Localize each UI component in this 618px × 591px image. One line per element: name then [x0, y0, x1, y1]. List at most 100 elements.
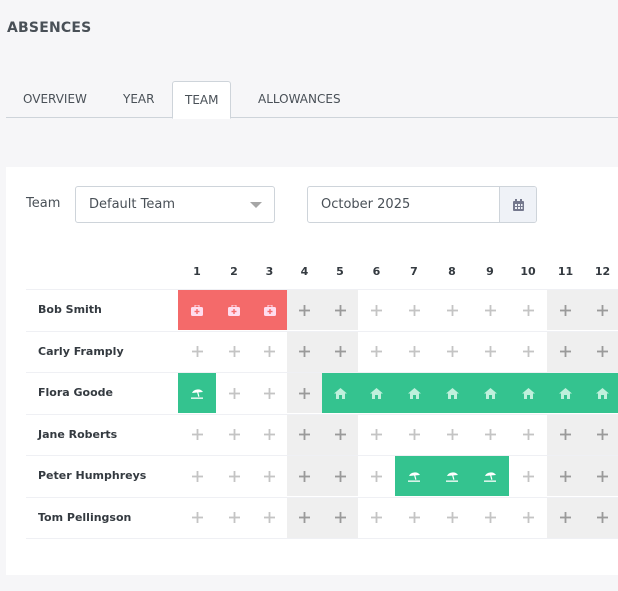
plus-icon — [191, 346, 203, 357]
day-cell[interactable] — [216, 332, 252, 372]
day-cell[interactable] — [287, 456, 322, 496]
day-cell[interactable] — [547, 414, 584, 455]
day-cell[interactable] — [252, 373, 287, 413]
team-label: Team — [26, 196, 61, 211]
day-cell[interactable] — [547, 497, 584, 538]
day-cell[interactable] — [358, 290, 395, 330]
day-cell[interactable] — [395, 498, 433, 538]
day-cell[interactable] — [433, 290, 471, 330]
chevron-down-icon — [250, 202, 262, 208]
day-cell[interactable] — [322, 414, 358, 455]
month-picker[interactable]: October 2025 — [307, 186, 537, 223]
day-cell[interactable] — [584, 497, 618, 538]
plus-icon — [334, 346, 346, 357]
plus-icon — [264, 512, 275, 523]
day-cell[interactable] — [471, 415, 509, 455]
day-cell[interactable] — [287, 373, 322, 413]
day-cell[interactable] — [433, 332, 471, 372]
day-cell[interactable] — [178, 498, 216, 538]
day-cell[interactable] — [358, 373, 395, 413]
day-cell[interactable] — [322, 331, 358, 372]
day-cell[interactable] — [178, 332, 216, 372]
day-cell[interactable] — [178, 290, 216, 330]
plus-icon — [299, 304, 310, 316]
tab-overview[interactable]: OVERVIEW — [23, 92, 87, 106]
day-cell[interactable] — [584, 373, 618, 413]
day-cell[interactable] — [395, 373, 433, 413]
day-cell[interactable] — [216, 415, 252, 455]
day-cell[interactable] — [322, 456, 358, 496]
row-divider — [26, 496, 618, 498]
day-cell[interactable] — [471, 456, 509, 496]
day-cell[interactable] — [252, 415, 287, 455]
day-cell[interactable] — [584, 456, 618, 496]
tab-year[interactable]: YEAR — [123, 92, 155, 106]
day-cell[interactable] — [509, 498, 547, 538]
day-cell[interactable] — [433, 415, 471, 455]
tab-allowances[interactable]: ALLOWANCES — [258, 92, 341, 106]
day-cell[interactable] — [433, 456, 471, 496]
day-cell[interactable] — [287, 497, 322, 538]
person-name: Flora Goode — [38, 386, 113, 399]
day-cell[interactable] — [471, 290, 509, 330]
day-cell[interactable] — [395, 456, 433, 496]
day-cell[interactable] — [395, 332, 433, 372]
day-cell[interactable] — [216, 498, 252, 538]
day-cell[interactable] — [216, 290, 252, 330]
day-cell[interactable] — [358, 456, 395, 496]
day-cell[interactable] — [471, 373, 509, 413]
day-cell[interactable] — [287, 331, 322, 372]
day-header-12: 12 — [594, 265, 611, 278]
day-cell[interactable] — [547, 456, 584, 496]
day-cell[interactable] — [252, 290, 287, 330]
day-cell[interactable] — [216, 373, 252, 413]
plus-icon — [408, 304, 420, 316]
day-cell[interactable] — [433, 373, 471, 413]
person-name: Bob Smith — [38, 303, 102, 316]
day-cell[interactable] — [547, 331, 584, 372]
day-cell[interactable] — [178, 415, 216, 455]
day-cell[interactable] — [471, 498, 509, 538]
plus-icon — [228, 387, 240, 399]
day-cell[interactable] — [509, 373, 547, 413]
day-cell[interactable] — [287, 290, 322, 330]
day-cell[interactable] — [252, 456, 287, 496]
day-cell[interactable] — [178, 456, 216, 496]
day-cell[interactable] — [252, 498, 287, 538]
plus-icon — [264, 387, 275, 399]
tab-team[interactable]: TEAM — [172, 81, 232, 119]
day-cell[interactable] — [509, 456, 547, 496]
day-header-3: 3 — [265, 265, 274, 278]
day-cell[interactable] — [287, 414, 322, 455]
team-select[interactable]: Default Team — [75, 186, 275, 223]
day-cell[interactable] — [322, 497, 358, 538]
day-cell[interactable] — [584, 331, 618, 372]
day-cell[interactable] — [322, 373, 358, 413]
day-cell[interactable] — [547, 373, 584, 413]
day-cell[interactable] — [471, 332, 509, 372]
plus-icon — [597, 470, 608, 482]
plus-icon — [264, 429, 275, 440]
day-cell[interactable] — [358, 498, 395, 538]
day-cell[interactable] — [322, 290, 358, 330]
day-cell[interactable] — [395, 290, 433, 330]
day-cell[interactable] — [216, 456, 252, 496]
plus-icon — [228, 429, 240, 440]
day-cell[interactable] — [358, 332, 395, 372]
day-cell[interactable] — [252, 332, 287, 372]
calendar-button[interactable] — [499, 187, 536, 222]
day-cell[interactable] — [584, 290, 618, 330]
day-cell[interactable] — [509, 332, 547, 372]
plus-icon — [484, 512, 496, 523]
day-cell[interactable] — [547, 290, 584, 330]
day-cell[interactable] — [358, 415, 395, 455]
plus-icon — [597, 304, 608, 316]
day-cell[interactable] — [178, 373, 216, 413]
day-cell[interactable] — [395, 415, 433, 455]
day-cell[interactable] — [509, 415, 547, 455]
day-cell[interactable] — [584, 414, 618, 455]
plus-icon — [408, 429, 420, 440]
absence-grid: 1 2 3 4 5 6 7 8 9 10 11 12 Bob Smith Carly Framply Flo… — [26, 255, 618, 545]
day-cell[interactable] — [433, 498, 471, 538]
day-cell[interactable] — [509, 290, 547, 330]
